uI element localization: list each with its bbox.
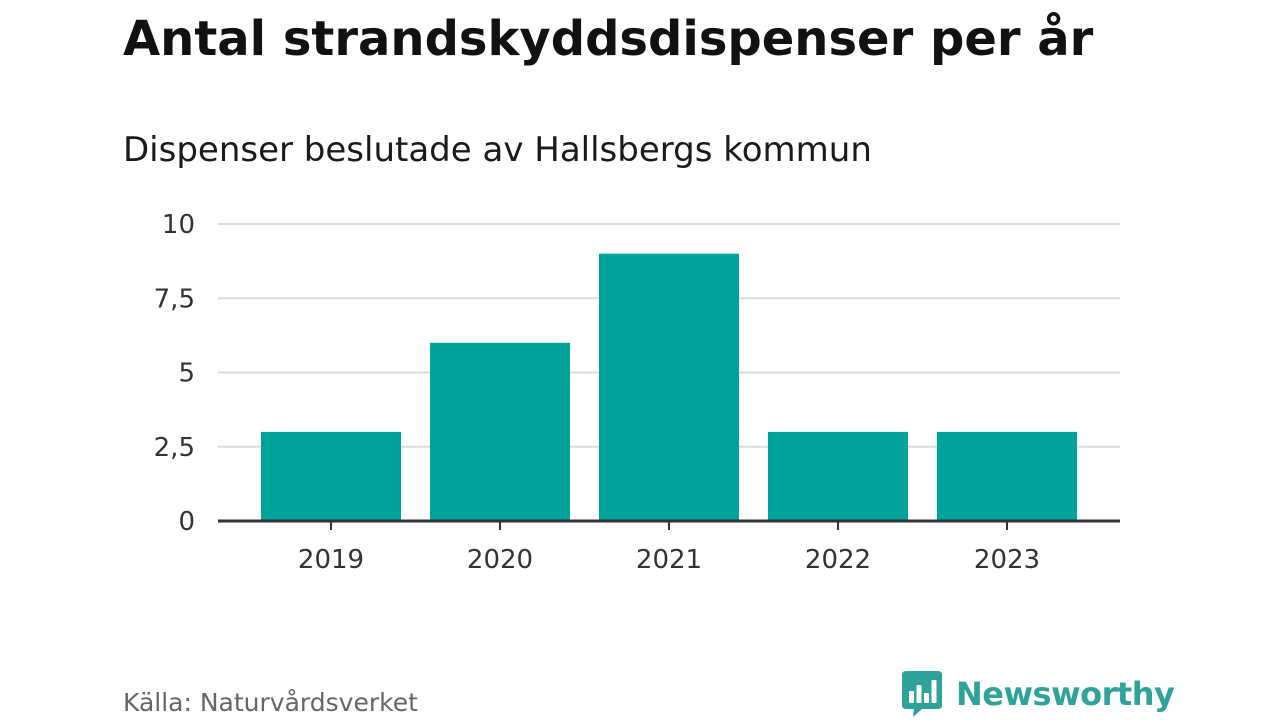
bar-chart: 0 2,5 5 7,5 10 2019 2020 2021 2022 2023 bbox=[154, 210, 1120, 575]
y-tick-label: 2,5 bbox=[154, 433, 195, 463]
source-note: Källa: Naturvårdsverket bbox=[123, 688, 418, 717]
chart-subtitle: Dispenser beslutade av Hallsbergs kommun bbox=[123, 130, 872, 170]
bars bbox=[261, 253, 1077, 521]
y-tick-label: 0 bbox=[178, 507, 195, 537]
x-tick-label: 2023 bbox=[974, 545, 1040, 575]
bar-chart-speech-bubble-icon bbox=[902, 671, 942, 717]
x-tick-label: 2020 bbox=[467, 545, 533, 575]
brand-name: Newsworthy bbox=[956, 675, 1175, 713]
bar-2023 bbox=[937, 431, 1077, 521]
x-tick-label: 2021 bbox=[636, 545, 702, 575]
bar-2021 bbox=[599, 253, 739, 521]
x-tick-label: 2019 bbox=[298, 545, 364, 575]
y-tick-label: 7,5 bbox=[154, 284, 195, 314]
y-axis-tick-labels: 0 2,5 5 7,5 10 bbox=[154, 210, 195, 537]
x-axis bbox=[218, 519, 1120, 530]
bar-2019 bbox=[261, 431, 401, 521]
bar-2022 bbox=[768, 431, 908, 521]
y-tick-label: 10 bbox=[162, 210, 195, 240]
bar-2020 bbox=[430, 342, 570, 521]
x-tick-label: 2022 bbox=[805, 545, 871, 575]
brand-logo: Newsworthy bbox=[902, 671, 1175, 717]
chart-title: Antal strandskyddsdispenser per år bbox=[123, 11, 1094, 67]
y-tick-label: 5 bbox=[178, 359, 195, 389]
x-axis-tick-labels: 2019 2020 2021 2022 2023 bbox=[298, 545, 1040, 575]
